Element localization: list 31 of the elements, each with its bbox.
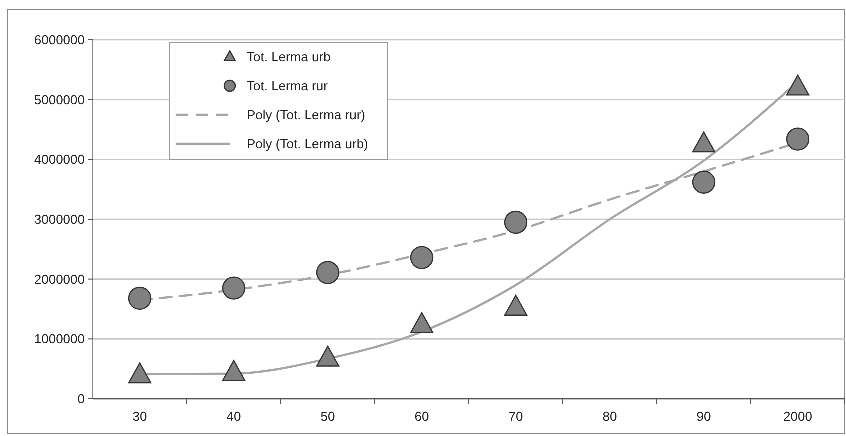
x-tick-label: 90 [696, 409, 712, 424]
x-tick-label: 30 [132, 409, 148, 424]
y-tick-label: 5000000 [34, 92, 85, 108]
point [222, 276, 246, 300]
y-tick-label: 6000000 [34, 32, 85, 48]
x-tick-label: 80 [602, 409, 618, 424]
x-tick-label: 50 [320, 409, 336, 424]
point [222, 360, 246, 382]
point [316, 346, 340, 367]
point [504, 210, 528, 234]
point [316, 261, 340, 284]
point [410, 246, 434, 270]
y-tick-label: 4000000 [34, 152, 85, 168]
x-tick-label: 70 [508, 409, 524, 424]
point [504, 294, 528, 316]
x-tick-label: 60 [414, 409, 430, 424]
legend-label: Poly (Tot. Lerma urb) [247, 136, 368, 152]
x-tick-label: 2000 [784, 409, 812, 424]
point [410, 312, 434, 334]
point [692, 170, 716, 194]
legend-label: Poly (Tot. Lerma rur) [247, 108, 366, 123]
point [786, 128, 810, 151]
point [128, 362, 152, 384]
y-tick-label: 0 [78, 392, 85, 407]
y-tick-label: 1000000 [34, 332, 85, 347]
legend-label: Tot. Lerma rur [247, 78, 329, 94]
legend-label: Tot. Lerma urb [247, 50, 331, 65]
point [128, 286, 152, 310]
y-tick-label: 2000000 [34, 272, 85, 287]
y-tick-label: 3000000 [34, 212, 85, 228]
x-tick-label: 40 [226, 409, 242, 424]
